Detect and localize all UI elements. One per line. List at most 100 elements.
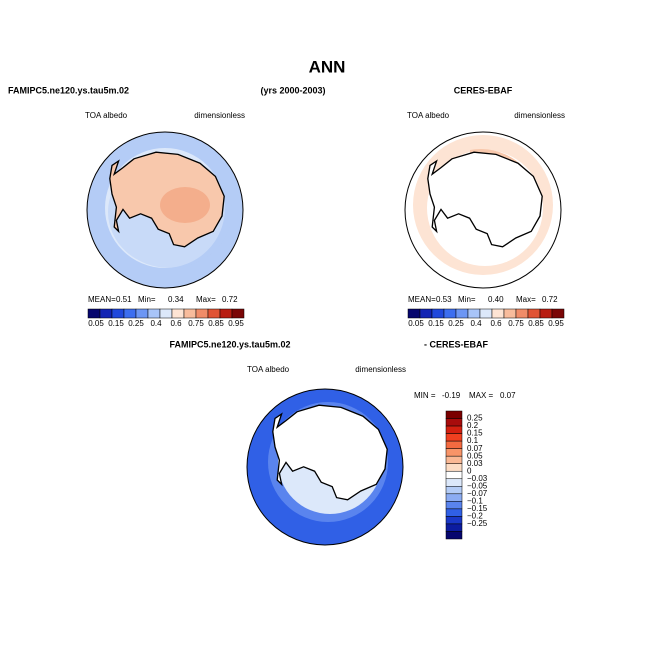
colorbar-box <box>135 308 149 319</box>
colorbar-label: 0.07 <box>467 444 483 453</box>
colorbar-label: −0.03 <box>467 474 488 483</box>
stat: 0.53 <box>436 295 452 304</box>
variable: TOA albedo <box>407 111 450 120</box>
stat: 0.72 <box>542 295 558 304</box>
colorbar-box <box>445 486 463 495</box>
colorbar-box <box>207 308 221 319</box>
stat: MAX = <box>469 391 494 400</box>
colorbar-label: −0.05 <box>467 481 488 490</box>
colorbar-box <box>445 508 463 517</box>
main-title: ANN <box>309 57 346 76</box>
colorbar-label: 0.15 <box>428 319 444 328</box>
colorbar-label: 0 <box>467 466 472 475</box>
stat: Min= <box>138 295 156 304</box>
colorbar-label: 0.05 <box>88 319 104 328</box>
colorbar-box <box>445 433 463 442</box>
colorbar-label: 0.05 <box>408 319 424 328</box>
colorbar-box <box>527 308 541 319</box>
colorbar-box <box>445 493 463 502</box>
map <box>87 132 243 288</box>
colorbar-label: −0.1 <box>467 496 483 505</box>
colorbar-box <box>111 308 125 319</box>
stat: -0.19 <box>442 391 461 400</box>
colorbar-box <box>503 308 517 319</box>
stat: MEAN= <box>408 295 436 304</box>
colorbar-box <box>445 463 463 472</box>
colorbar-box <box>445 418 463 427</box>
colorbar-box <box>445 523 463 532</box>
colorbar-box <box>445 501 463 510</box>
colorbar-box <box>479 308 493 319</box>
colorbar-box <box>445 410 463 419</box>
colorbar-box <box>467 308 481 319</box>
colorbar-label: 0.25 <box>128 319 144 328</box>
stat: 0.72 <box>222 295 238 304</box>
colorbar-label: −0.2 <box>467 512 483 521</box>
colorbar-label: −0.15 <box>467 504 488 513</box>
variable: TOA albedo <box>85 111 128 120</box>
stat: Max= <box>196 295 216 304</box>
colorbar-label: −0.25 <box>467 519 488 528</box>
stat: 0.51 <box>116 295 132 304</box>
units: dimensionless <box>514 111 565 120</box>
colorbar-box <box>445 478 463 487</box>
colorbar-label: −0.07 <box>467 489 488 498</box>
case-name: - CERES-EBAF <box>424 339 489 349</box>
variable: TOA albedo <box>247 365 290 374</box>
colorbar-label: 0.15 <box>108 319 124 328</box>
stat: Max= <box>516 295 536 304</box>
colorbar-box <box>159 308 173 319</box>
colorbar-box <box>147 308 161 319</box>
colorbar-box <box>539 308 553 319</box>
colorbar-box <box>123 308 137 319</box>
colorbar-box <box>443 308 457 319</box>
stat: 0.40 <box>488 295 504 304</box>
map-border <box>246 388 404 546</box>
units: dimensionless <box>194 111 245 120</box>
colorbar-label: 0.4 <box>470 319 482 328</box>
case-name: CERES-EBAF <box>454 85 513 95</box>
colorbar-box <box>445 455 463 464</box>
colorbar-label: 0.75 <box>508 319 524 328</box>
colorbar-label: 0.6 <box>490 319 502 328</box>
map-border <box>86 131 244 289</box>
stat: 0.07 <box>500 391 516 400</box>
colorbar-box <box>419 308 433 319</box>
colorbar-box <box>551 308 565 319</box>
map <box>247 389 403 545</box>
period: (yrs 2000-2003) <box>260 85 325 95</box>
stat: MEAN= <box>88 295 116 304</box>
colorbar-label: 0.05 <box>467 451 483 460</box>
colorbar-box <box>407 308 421 319</box>
colorbar-box <box>431 308 445 319</box>
colorbar-label: 0.6 <box>170 319 182 328</box>
colorbar-box <box>445 448 463 457</box>
colorbar-box <box>231 308 245 319</box>
map <box>405 132 561 288</box>
units: dimensionless <box>355 365 406 374</box>
colorbar-box <box>99 308 113 319</box>
colorbar-label: 0.95 <box>228 319 244 328</box>
stat: Min= <box>458 295 476 304</box>
colorbar-label: 0.25 <box>448 319 464 328</box>
case-name: FAMIPC5.ne120.ys.tau5m.02 <box>8 85 129 95</box>
colorbar-box <box>445 440 463 449</box>
colorbar-label: 0.03 <box>467 459 483 468</box>
colorbar-box <box>455 308 469 319</box>
colorbar-label: 0.95 <box>548 319 564 328</box>
colorbar-box <box>87 308 101 319</box>
colorbar-box <box>445 531 463 540</box>
colorbar-box <box>195 308 209 319</box>
colorbar-label: 0.1 <box>467 436 479 445</box>
stat: 0.34 <box>168 295 184 304</box>
colorbar-label: 0.4 <box>150 319 162 328</box>
map-border <box>404 131 562 289</box>
colorbar-box <box>445 516 463 525</box>
colorbar-box <box>515 308 529 319</box>
colorbar-box <box>219 308 233 319</box>
colorbar-box <box>171 308 185 319</box>
colorbar-label: 0.85 <box>208 319 224 328</box>
colorbar-label: 0.85 <box>528 319 544 328</box>
colorbar-label: 0.75 <box>188 319 204 328</box>
